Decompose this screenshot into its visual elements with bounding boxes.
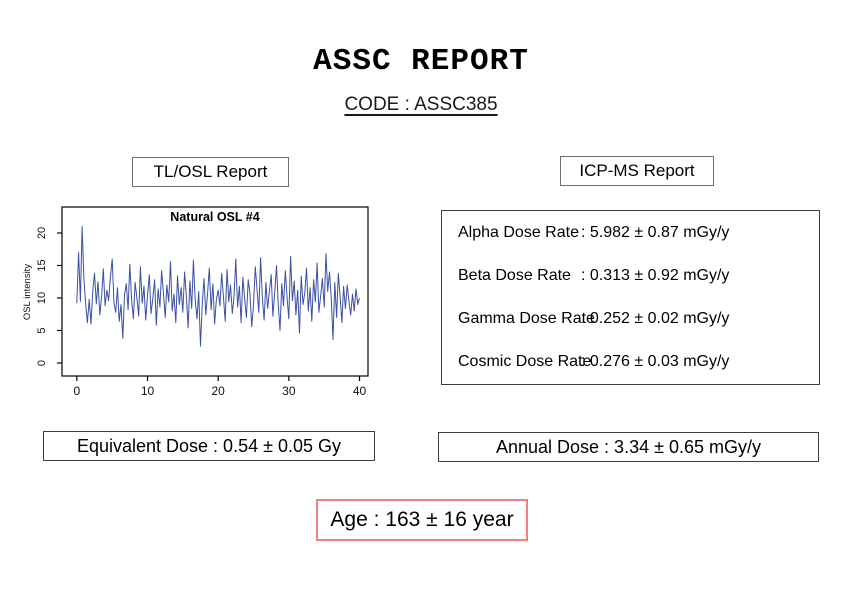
dose-rate-value: : 0.252 ± 0.02 mGy/y — [581, 310, 730, 328]
equivalent-dose-text: Equivalent Dose : 0.54 ± 0.05 Gy — [76, 435, 342, 456]
age-result-box: Age : 163 ± 16 year — [316, 499, 528, 541]
icp-ms-results-table: Alpha Dose Rate : 5.982 ± 0.87 mGy/y Bet… — [441, 210, 820, 385]
annual-dose-text: Annual Dose : 3.34 ± 0.65 mGy/y — [495, 436, 762, 457]
equivalent-dose-box: Equivalent Dose : 0.54 ± 0.05 Gy — [43, 431, 375, 461]
table-row: Beta Dose Rate : 0.313 ± 0.92 mGy/y — [442, 254, 819, 297]
dose-rate-value: : 0.313 ± 0.92 mGy/y — [581, 266, 730, 284]
y-axis-tick-label: 5 — [36, 327, 48, 333]
y-axis-tick-label: 10 — [36, 292, 48, 304]
dose-rate-label: Alpha Dose Rate — [458, 223, 579, 241]
plot-area-border — [61, 206, 369, 377]
y-axis-label: OSL intensity — [22, 264, 33, 320]
x-axis-tick-label: 30 — [282, 384, 296, 398]
dose-rate-label: Beta Dose Rate — [458, 266, 571, 284]
dose-rate-label: Gamma Dose Rate — [458, 310, 595, 328]
tl-osl-section-header: TL/OSL Report — [132, 157, 289, 187]
y-axis-tick-label: 20 — [36, 227, 48, 239]
annual-dose-box: Annual Dose : 3.34 ± 0.65 mGy/y — [438, 432, 819, 462]
dose-rate-value: : 0.276 ± 0.03 mGy/y — [581, 353, 730, 371]
icp-ms-header-label: ICP-MS Report — [579, 161, 695, 180]
tl-osl-header-label: TL/OSL Report — [153, 162, 268, 181]
x-axis-tick-label: 10 — [141, 384, 155, 398]
x-axis-tick-label: 20 — [212, 384, 226, 398]
y-axis-tick-label: 15 — [36, 259, 48, 271]
x-axis-tick-label: 0 — [73, 384, 80, 398]
report-code: CODE : ASSC385 — [0, 94, 842, 116]
page-title: ASSC REPORT — [313, 44, 529, 79]
table-row: Cosmic Dose Rate : 0.276 ± 0.03 mGy/y — [442, 341, 819, 384]
icp-ms-section-header: ICP-MS Report — [560, 156, 714, 186]
table-row: Gamma Dose Rate : 0.252 ± 0.02 mGy/y — [442, 298, 819, 341]
age-text: Age : 163 ± 16 year — [330, 508, 514, 531]
x-axis-tick-label: 40 — [353, 384, 367, 398]
osl-chart: Natural OSL #4 OSL intensity 0 10 20 30 40 0 5… — [22, 206, 369, 398]
chart-title: Natural OSL #4 — [170, 210, 259, 224]
table-row: Alpha Dose Rate : 5.982 ± 0.87 mGy/y — [442, 211, 819, 254]
y-axis-tick-label: 0 — [36, 360, 48, 366]
osl-series-line — [76, 226, 360, 347]
report-code-text: CODE : ASSC385 — [344, 94, 498, 115]
dose-rate-label: Cosmic Dose Rate — [458, 353, 592, 371]
dose-rate-value: : 5.982 ± 0.87 mGy/y — [581, 223, 730, 241]
